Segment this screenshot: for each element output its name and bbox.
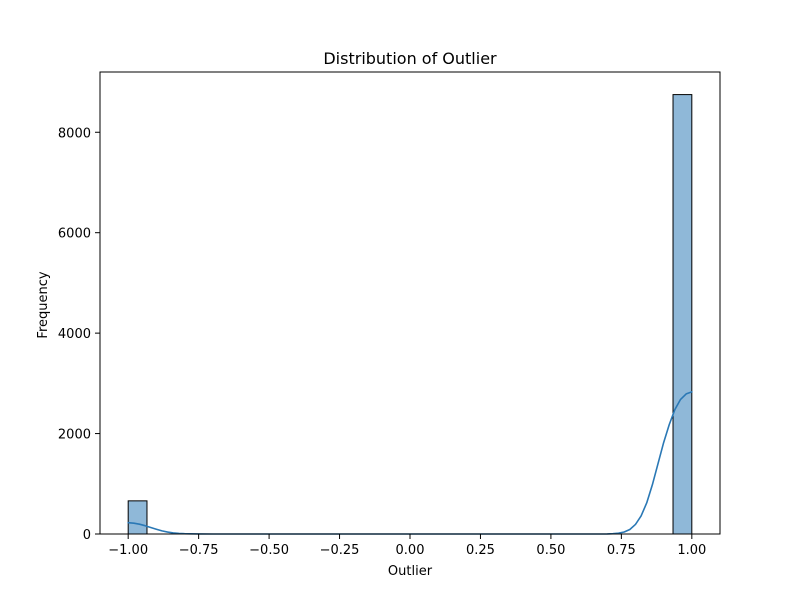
y-tick-label: 4000 [58,327,91,342]
ticks-layer: −1.00 −0.75 −0.50 −0.25 0.00 0.25 0.50 0.75 1.00… [58,126,706,558]
x-tick-label: −0.50 [249,543,289,558]
x-tick-label: 0.50 [536,543,565,558]
histogram-bar-1 [672,94,693,535]
kde-line [127,391,693,535]
x-tick-label: −0.25 [320,543,360,558]
x-tick-label: 0.25 [466,543,495,558]
y-tick-label: 0 [83,528,91,543]
y-tick-label: 8000 [58,126,91,141]
y-axis-label: Frequency [36,271,51,338]
histogram-bar-0 [127,500,148,535]
chart-title: Distribution of Outlier [323,49,497,68]
x-tick-label: 1.00 [677,543,706,558]
kde-layer [127,391,693,535]
y-tick-label: 6000 [58,227,91,242]
axes-layer [99,71,721,535]
x-tick-label: 0.00 [396,543,425,558]
x-tick-label: −1.00 [108,543,148,558]
x-axis-label: Outlier [388,564,433,579]
y-tick-label: 2000 [58,428,91,443]
plot-frame [99,71,721,535]
x-tick-label: −0.75 [179,543,219,558]
bars-layer [127,94,693,535]
x-tick-label: 0.75 [607,543,636,558]
